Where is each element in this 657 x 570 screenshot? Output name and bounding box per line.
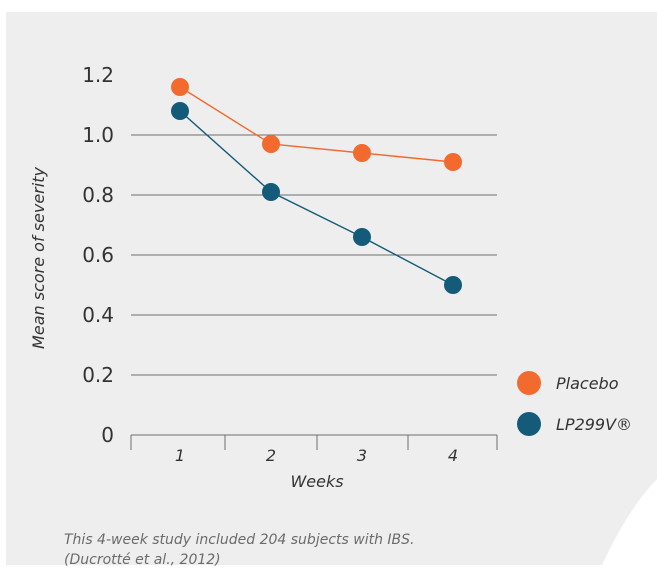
series-line-1 bbox=[179, 110, 454, 286]
series-line-0 bbox=[179, 86, 454, 163]
y-tick-label-3: 0.6 bbox=[82, 243, 114, 267]
data-point-0-3 bbox=[444, 153, 462, 171]
data-point-1-0 bbox=[171, 102, 189, 120]
data-point-0-2 bbox=[353, 144, 371, 162]
data-point-0-0 bbox=[171, 78, 189, 96]
x-tick-label-1: 2 bbox=[266, 446, 276, 465]
legend: Placebo LP299V® bbox=[517, 371, 632, 436]
grid-lines bbox=[131, 134, 497, 376]
line-chart: 0 0.2 0.4 0.6 0.8 1.0 1.2 1 2 3 4 Weeks Mean score o… bbox=[6, 12, 657, 565]
y-tick-label-1: 0.2 bbox=[82, 363, 114, 387]
data-point-1-3 bbox=[444, 276, 462, 294]
x-tick-label-3: 4 bbox=[448, 446, 458, 465]
y-tick-label-5: 1.0 bbox=[82, 123, 114, 147]
labels: 0 0.2 0.4 0.6 0.8 1.0 1.2 1 2 3 4 Weeks Mean score o… bbox=[29, 63, 458, 491]
legend-swatch-1 bbox=[517, 412, 541, 436]
caption-line-2: (Ducrotté et al., 2012) bbox=[64, 552, 221, 568]
y-axis-title: Mean score of severity bbox=[29, 167, 48, 349]
y-tick-label-2: 0.4 bbox=[82, 303, 114, 327]
data-point-1-2 bbox=[353, 228, 371, 246]
legend-label-1: LP299V® bbox=[556, 415, 632, 434]
axes bbox=[130, 434, 498, 450]
y-tick-label-0: 0 bbox=[101, 423, 114, 447]
x-axis-title: Weeks bbox=[290, 472, 343, 491]
chart-caption: This 4-week study included 204 subjects … bbox=[64, 530, 584, 570]
data-point-0-1 bbox=[262, 135, 280, 153]
data-point-1-1 bbox=[262, 183, 280, 201]
caption-line-1: This 4-week study included 204 subjects … bbox=[64, 532, 415, 548]
legend-label-0: Placebo bbox=[556, 374, 619, 393]
y-tick-label-4: 0.8 bbox=[82, 183, 114, 207]
y-tick-label-6: 1.2 bbox=[82, 63, 114, 87]
x-tick-label-2: 3 bbox=[357, 446, 367, 465]
card-background bbox=[6, 12, 657, 565]
series bbox=[171, 78, 462, 294]
chart-card: 0 0.2 0.4 0.6 0.8 1.0 1.2 1 2 3 4 Weeks Mean score o… bbox=[6, 12, 657, 568]
legend-swatch-0 bbox=[517, 371, 541, 395]
x-tick-label-0: 1 bbox=[175, 446, 185, 465]
